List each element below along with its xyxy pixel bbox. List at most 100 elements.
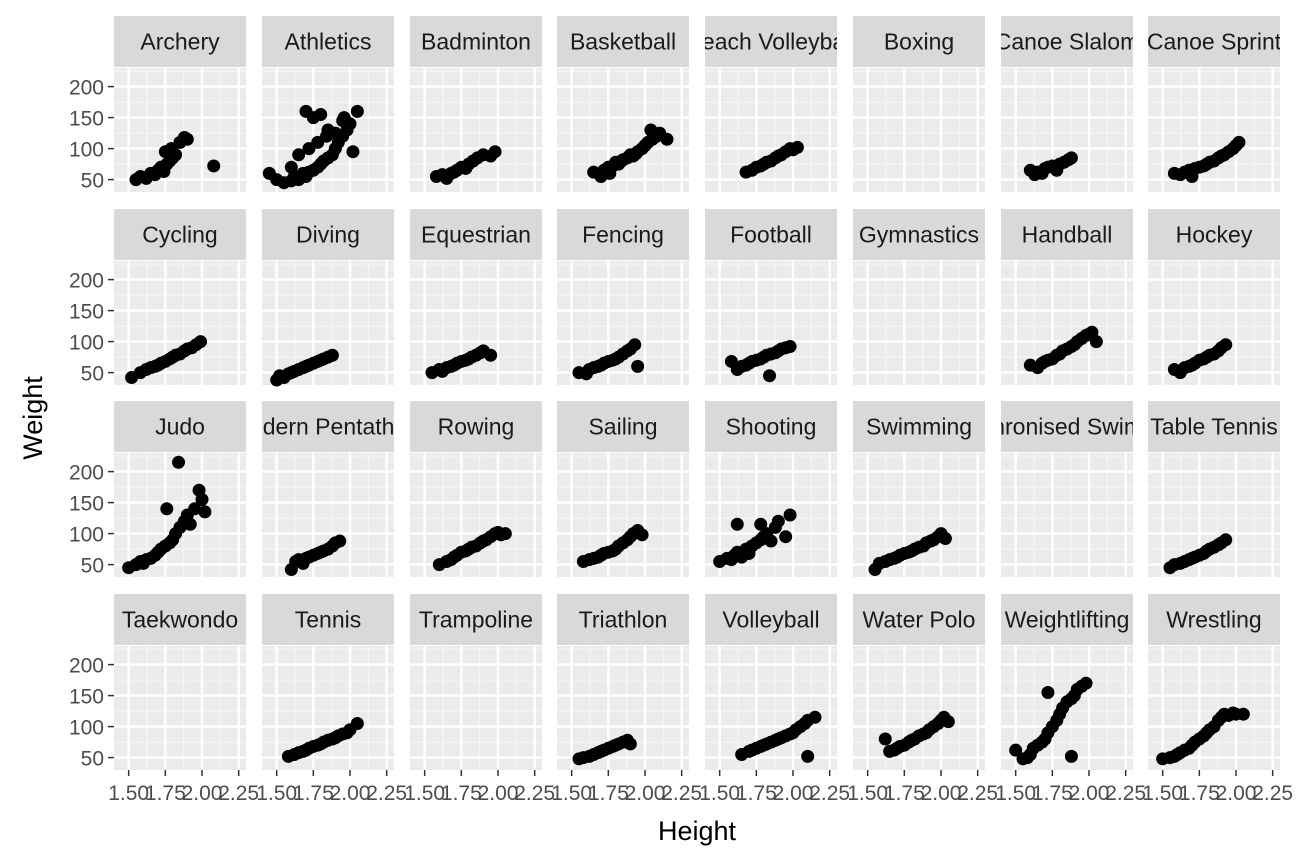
data-point [603,166,617,180]
facet-panel: Canoe Sprint [1148,16,1280,192]
data-point [1041,686,1055,699]
facet-label: Beach Volleyball [687,29,856,55]
data-point [292,148,306,162]
data-point [160,502,174,516]
facet-strip [557,16,689,67]
panel-background [114,646,246,770]
data-point [1089,335,1103,349]
data-point [498,527,512,541]
facet-panel: Archery [114,16,246,192]
facet-panel: Judo [114,401,246,577]
facet-label: Triathlon [579,607,668,633]
facet-label: Handball [1022,222,1113,248]
y-tick-label: 50 [81,170,104,193]
y-axis-title: Weight [18,376,48,460]
x-tick-label: 1.75 [736,782,777,805]
panel-background [853,68,985,192]
facet-panel: Equestrian [410,209,542,385]
y-tick-label: 100 [69,524,104,547]
facet-label: Boxing [884,29,954,55]
x-tick-label: 1.75 [588,782,629,805]
data-point [314,108,328,121]
facet-panel: Weightlifting [1001,594,1133,770]
y-tick-label: 200 [69,270,104,293]
x-tick-label: 1.75 [293,782,334,805]
data-point [488,145,502,159]
panel-background [262,453,394,577]
data-point [660,132,674,146]
y-tick-label: 150 [69,493,104,516]
facet-panel: Hockey [1148,209,1280,385]
x-tick-label: 1.50 [1142,782,1183,805]
facet-label: Taekwondo [122,607,238,633]
data-point [779,530,793,544]
data-point [783,340,797,354]
y-tick-label: 50 [81,748,104,771]
panel-background [114,68,246,192]
facet-panel: Table Tennis [1148,401,1280,577]
x-tick-label: 1.50 [551,782,592,805]
facet-strip [557,401,689,452]
facet-strip [1148,209,1280,260]
facet-strip [705,16,837,67]
facet-strip [262,401,394,452]
data-point [1064,151,1078,165]
panel-background [705,68,837,192]
data-point [1236,707,1250,721]
panel-background [1148,646,1280,770]
data-point [644,123,658,137]
facet-panel: Taekwondo [114,594,246,770]
facet-strip [410,209,542,260]
data-point [180,132,194,146]
facet-strip [1148,16,1280,67]
facet-label: Rowing [438,414,515,440]
panel-background [1001,68,1133,192]
data-point [764,534,778,548]
facet-label: Table Tennis [1150,414,1277,440]
data-point [325,348,339,362]
data-point [615,154,629,168]
panel-background [410,646,542,770]
facet-label: Water Polo [863,607,976,633]
data-point [763,369,777,383]
x-tick-label: 2.00 [478,782,519,805]
x-tick-label: 1.75 [1179,782,1220,805]
panel-background [410,261,542,385]
x-tick-label: 1.75 [441,782,482,805]
facet-label: Football [730,222,812,248]
facet-panel: Badminton [410,16,542,192]
facet-strip [1001,594,1133,645]
facet-strip [114,16,246,67]
data-point [635,528,649,542]
data-point [484,348,498,362]
facet-strip [262,594,394,645]
facet-strip [557,594,689,645]
facet-label: Basketball [570,29,676,55]
y-tick-label: 100 [69,139,104,162]
data-point [172,455,186,469]
y-tick-label: 50 [81,363,104,386]
facet-panel: Beach Volleyball [687,16,856,192]
facet-panel: Triathlon [557,594,689,770]
data-point [333,534,347,548]
facet-panel: Cycling [114,209,246,385]
data-point [1009,743,1023,757]
panel-background [705,646,837,770]
data-point [631,359,645,373]
facet-label: Equestrian [421,222,531,248]
data-point [350,717,364,730]
facet-strip [262,16,394,67]
panel-background [557,453,689,577]
data-point [350,104,364,118]
panel-background [557,646,689,770]
y-tick-label: 200 [69,77,104,100]
x-tick-label: 2.25 [957,782,998,805]
facet-strip [1148,594,1280,645]
facet-label: Trampoline [419,607,533,633]
data-point [771,514,785,528]
data-point [938,532,952,546]
facet-panel: Boxing [853,16,985,192]
facet-panel: Fencing [557,209,689,385]
facet-label: Modern Pentathlon [231,414,425,440]
panel-background [557,68,689,192]
